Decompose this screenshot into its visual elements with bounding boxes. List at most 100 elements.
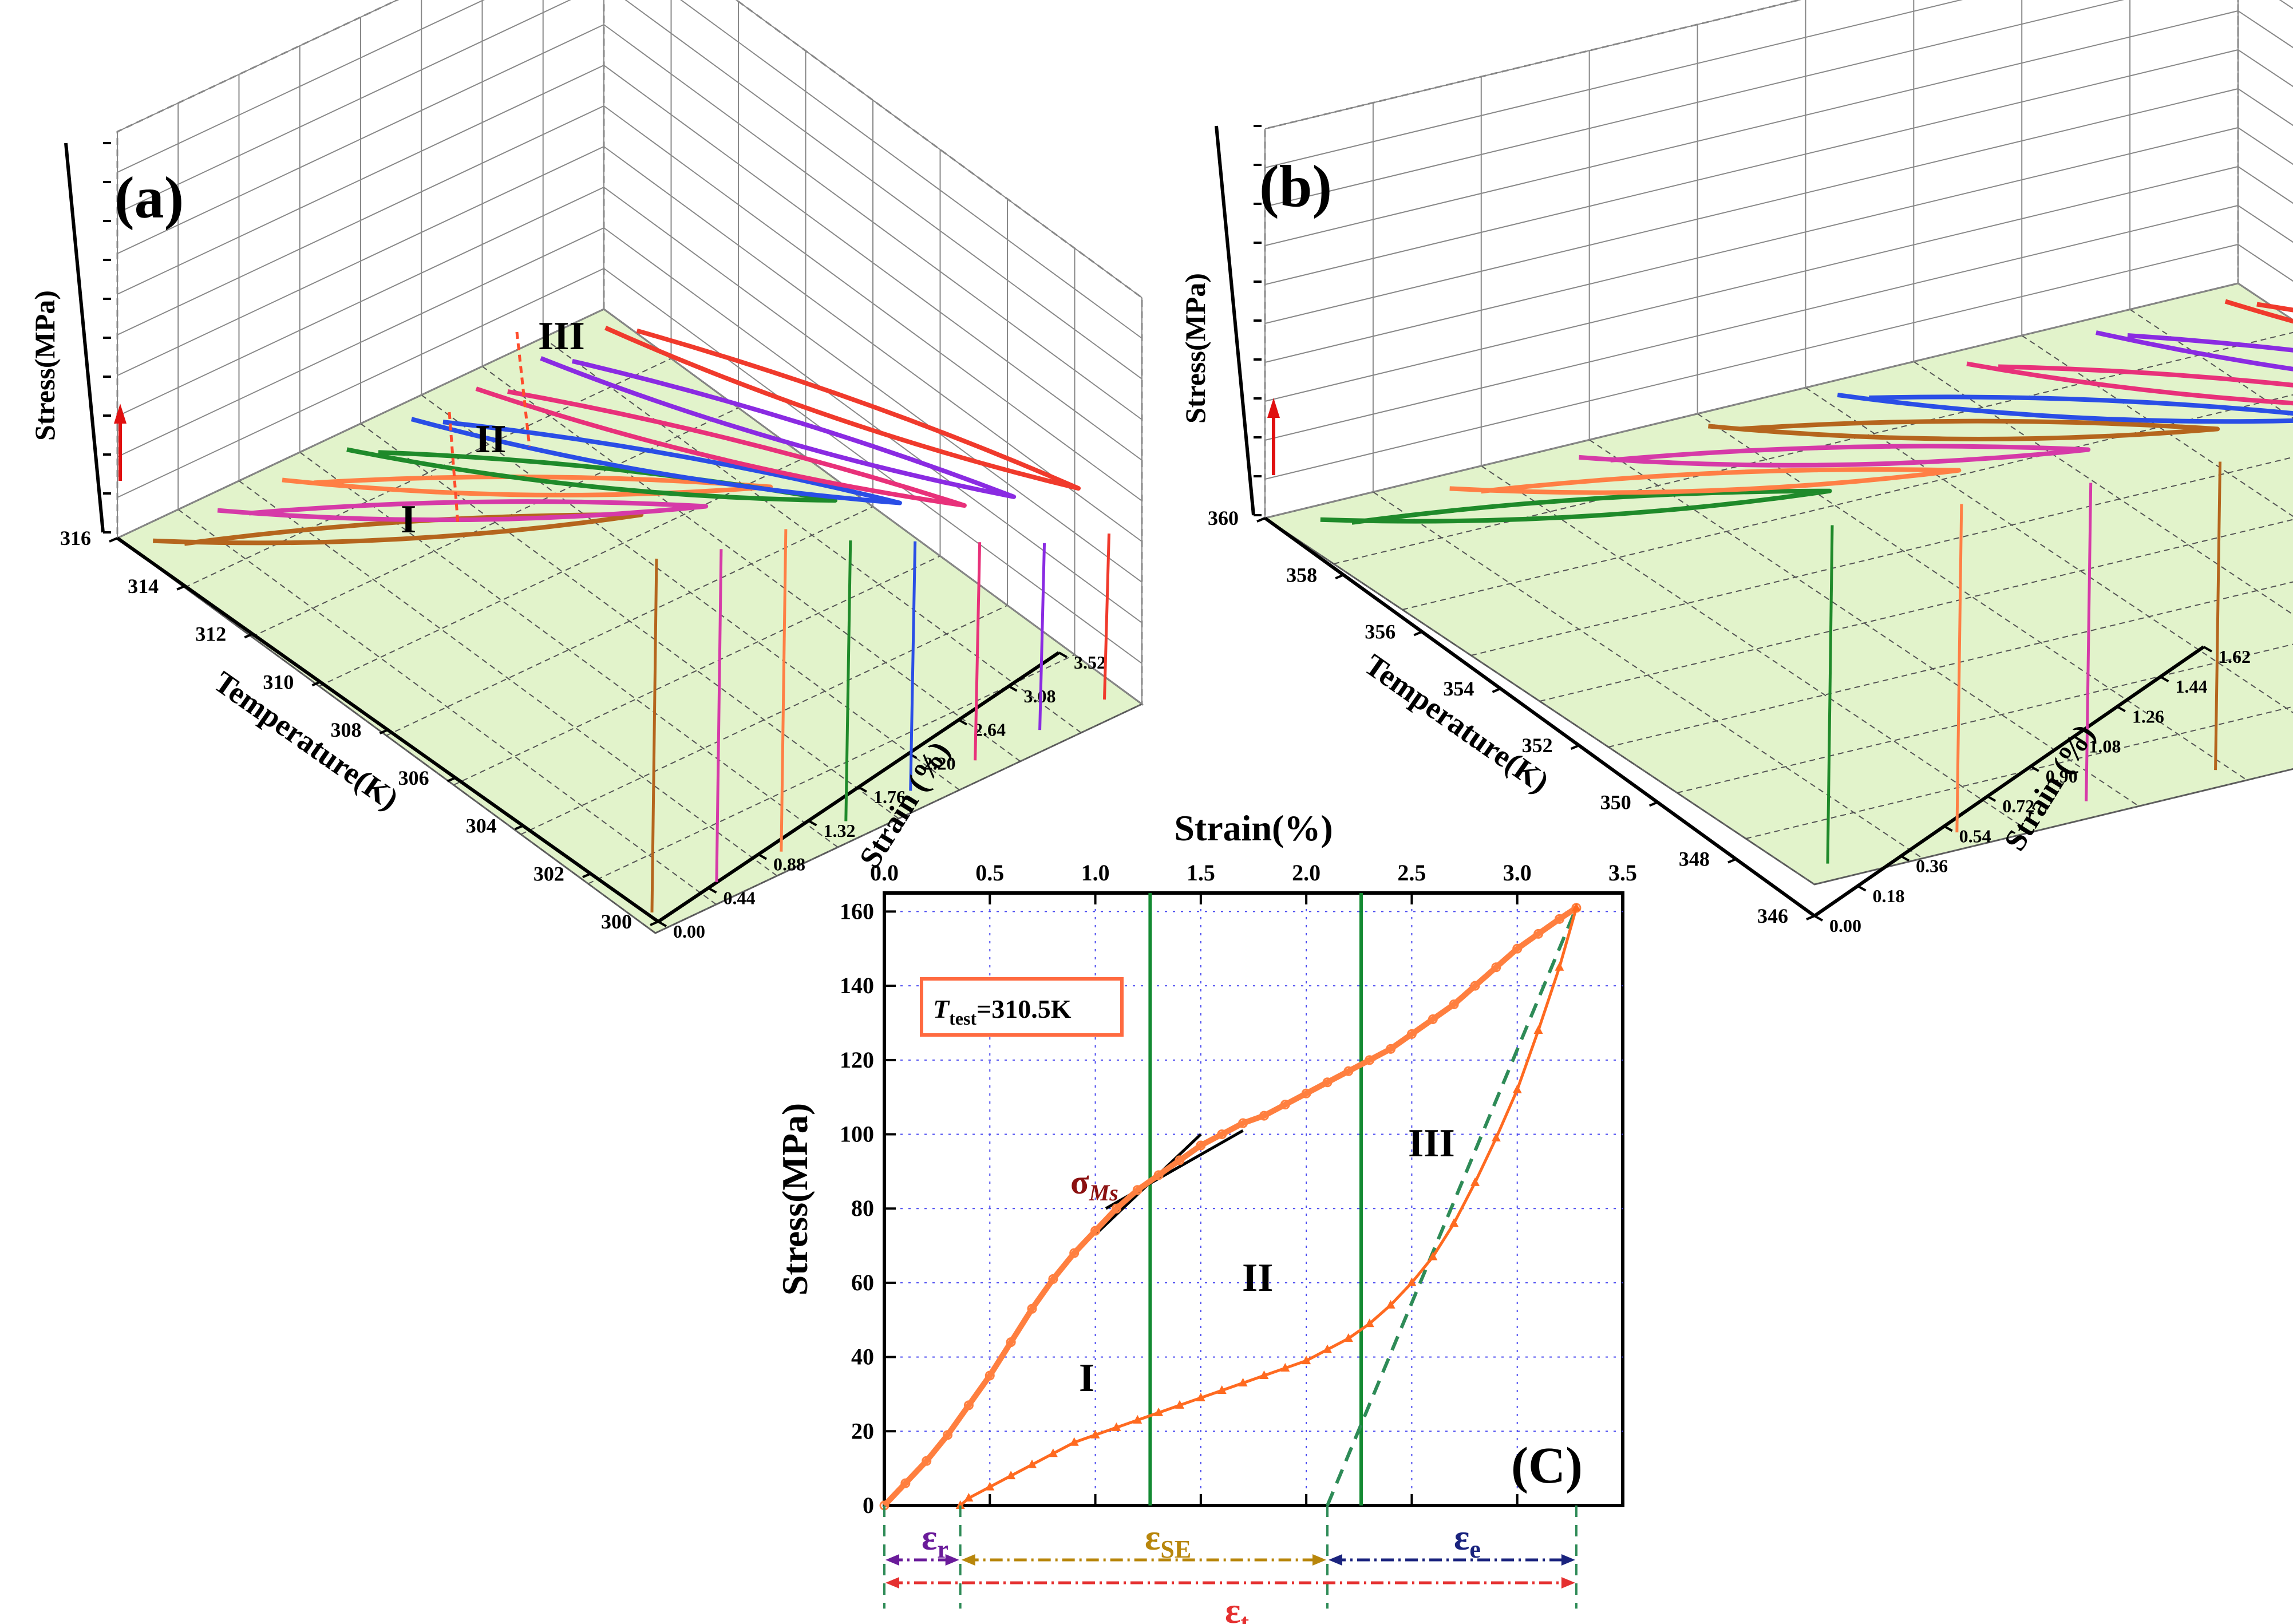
- temperature-axis: [1264, 516, 1816, 918]
- loading-point: [1365, 1055, 1375, 1065]
- floor-grid-line: [1697, 413, 2248, 781]
- stress-strain-curve-350K: [1966, 361, 2293, 406]
- unloading-point: [1449, 1218, 1459, 1227]
- sigma-ms-label: σMs: [1070, 1163, 1118, 1206]
- floor-grid-line: [1264, 517, 1815, 885]
- temperature-tick-label: 350: [1600, 791, 1631, 813]
- unloading-point: [1175, 1400, 1184, 1409]
- strain-tick-label: 1.44: [2175, 676, 2207, 697]
- loading-point: [1259, 1111, 1269, 1121]
- strain-component-label: εSE: [1145, 1517, 1191, 1563]
- wall-grid-line: [1264, 204, 2293, 441]
- temperature-tick-label: 348: [1679, 848, 1710, 871]
- loading-point: [1491, 962, 1501, 973]
- y-tick-label: 20: [851, 1418, 874, 1444]
- loading-point: [1132, 1185, 1142, 1195]
- floor-grid-line: [1745, 706, 2293, 839]
- region-label-II: II: [475, 417, 506, 461]
- panel-0: 316 314 312 310 308 306 304 302 300 0.00 0.44 0.88 1…: [29, 0, 1144, 942]
- temperature-tick-label: 314: [128, 575, 159, 598]
- unloading-point: [1238, 1378, 1248, 1386]
- strain-tick-label: 1.26: [2132, 706, 2164, 726]
- wall-grid-line: [1264, 0, 2293, 207]
- strain-tick: [1987, 795, 1997, 802]
- temperature-tick: [244, 633, 254, 639]
- loading-point: [1111, 1203, 1121, 1214]
- wall-grid-line: [117, 64, 1142, 461]
- temperature-tick-label: 300: [601, 910, 632, 933]
- unloading-point: [1407, 1277, 1417, 1286]
- loading-point: [1238, 1118, 1248, 1128]
- y-tick-label: 40: [851, 1344, 874, 1370]
- wall-grid-line: [1264, 88, 2293, 324]
- stress-strain-curve-312K: [282, 475, 773, 497]
- arrow-head: [114, 404, 126, 424]
- temperature-tick: [650, 920, 659, 926]
- unloading-point: [1512, 1084, 1522, 1093]
- epsilon-symbol: ε: [1225, 1590, 1240, 1624]
- strain-tick: [958, 718, 967, 726]
- wall-grid-line: [117, 0, 1142, 298]
- strain-tick-label: 0.44: [724, 887, 756, 908]
- unloading-point: [1217, 1385, 1227, 1394]
- floor-grid-line: [360, 423, 899, 819]
- strain-tick: [1943, 825, 1953, 832]
- wall-grid-line: [117, 0, 1142, 380]
- loading-point: [1512, 943, 1523, 954]
- temperature-tick: [1335, 574, 1344, 580]
- wall-grid-line: [1264, 0, 1963, 168]
- wall-projection-316K: [650, 558, 658, 913]
- floor-grid-line: [1805, 387, 2293, 714]
- loading-point: [1153, 1170, 1164, 1180]
- arrow-head: [1561, 1554, 1575, 1566]
- wall-projection-356K: [2085, 483, 2093, 801]
- strain-tick: [1900, 855, 1910, 862]
- stress-strain-curve-360K: [1320, 488, 1832, 525]
- unloading-point: [1428, 1251, 1438, 1261]
- temperature-tick-label: 360: [1208, 507, 1239, 530]
- unloading-point: [1343, 1333, 1353, 1342]
- y-tick-label: 100: [840, 1121, 874, 1147]
- loading-point: [1027, 1303, 1037, 1314]
- strain-tick: [707, 887, 717, 894]
- loading-point: [1280, 1100, 1290, 1110]
- unloading-point: [955, 1500, 965, 1509]
- wall-grid-line: [117, 105, 1142, 501]
- temperature-tick-label: 302: [533, 862, 564, 885]
- floor-grid-line: [177, 509, 717, 905]
- stress-strain-curve-316K: [153, 512, 644, 546]
- strain-tick: [1058, 651, 1068, 658]
- unloading-point: [1048, 1448, 1058, 1457]
- floor-grid-line: [1481, 465, 2031, 833]
- unloading-point: [1154, 1407, 1164, 1416]
- arrow-head: [1267, 398, 1280, 418]
- strain-tick-label: 0.36: [1916, 856, 1948, 876]
- x-tick-label: 3.5: [1608, 860, 1637, 886]
- strain-component-label: εr: [922, 1517, 948, 1563]
- temperature-tick: [1727, 858, 1737, 864]
- loading-point: [985, 1370, 995, 1381]
- temperature-tick: [1413, 630, 1423, 637]
- temperature-tick: [311, 681, 321, 687]
- wall-grid-line: [117, 227, 1142, 623]
- loading-point: [1006, 1337, 1016, 1348]
- wall-projection-312K: [780, 529, 788, 852]
- arrow-head: [1312, 1554, 1326, 1566]
- wall-projection-354K: [2214, 461, 2222, 770]
- unloading-point: [1090, 1429, 1100, 1439]
- temperature-tick: [1256, 517, 1266, 523]
- boundary-II-III: [515, 331, 531, 447]
- legend-value: =310.5K: [976, 994, 1072, 1024]
- unloading-point: [1259, 1370, 1269, 1380]
- arrow-head: [945, 1554, 959, 1566]
- wall-grid-line: [117, 308, 1142, 705]
- loading-point: [1090, 1226, 1101, 1236]
- strain-tick-label: 0.00: [1829, 915, 1861, 936]
- floor-grid-line: [2129, 309, 2293, 419]
- panel-label: (b): [1259, 153, 1332, 219]
- loading-point: [963, 1400, 974, 1410]
- unloading-point: [1006, 1471, 1016, 1480]
- y-tick-label: 160: [840, 898, 874, 924]
- epsilon-symbol: ε: [922, 1517, 937, 1558]
